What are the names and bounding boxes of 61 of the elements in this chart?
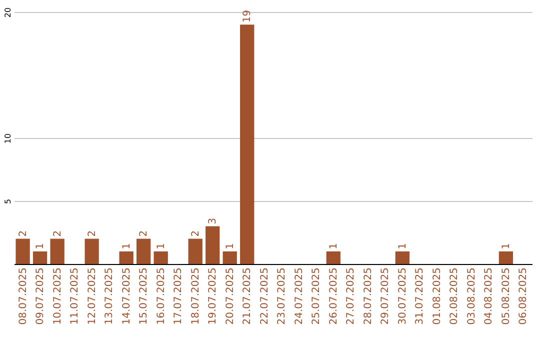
x-tick-label: 15.07.2025: [138, 268, 150, 325]
data-label: 2: [86, 230, 98, 237]
bar: [16, 238, 30, 264]
x-tick-label: 04.08.2025: [484, 268, 495, 325]
bar: [395, 251, 410, 264]
x-tick-label: 01.08.2025: [432, 268, 443, 325]
x-tick-label: 20.07.2025: [224, 268, 236, 325]
x-tick-label: 10.07.2025: [52, 268, 64, 325]
x-tick-label: 27.07.2025: [346, 268, 357, 325]
bar: [136, 238, 151, 264]
bar: [119, 251, 134, 264]
data-label: 2: [190, 230, 202, 237]
data-label: 2: [18, 230, 29, 237]
y-tick-label: 20: [4, 7, 12, 18]
y-tick-label: 10: [4, 133, 12, 144]
x-tick-label: 28.07.2025: [362, 268, 374, 325]
bar: [188, 238, 202, 264]
x-tick-label: 21.07.2025: [242, 268, 254, 325]
bar: [32, 251, 48, 264]
bar: [240, 24, 254, 264]
bar: [498, 251, 514, 264]
data-label: 1: [35, 243, 46, 250]
data-label: 1: [224, 243, 236, 250]
y-tick-label: 5: [4, 198, 12, 204]
x-tick-label: 02.08.2025: [449, 268, 460, 325]
x-tick-label: 17.07.2025: [173, 268, 184, 325]
x-tick-label: 13.07.2025: [104, 268, 116, 325]
x-tick-label: 31.07.2025: [414, 268, 426, 325]
x-tick-label: 06.08.2025: [518, 268, 530, 325]
x-tick-label: 26.07.2025: [328, 268, 340, 325]
x-tick-label: 11.07.2025: [70, 268, 81, 325]
x-tick-label: 14.07.2025: [121, 268, 132, 325]
x-tick-label: 30.07.2025: [397, 268, 408, 325]
x-tick-label: 29.07.2025: [380, 268, 392, 325]
x-tick-label: 03.08.2025: [466, 268, 478, 325]
bar: [154, 251, 168, 264]
x-tick-label: 08.07.2025: [18, 268, 29, 325]
x-tick-label: 18.07.2025: [190, 268, 202, 325]
data-label: 1: [121, 243, 132, 250]
x-tick-label: 23.07.2025: [276, 268, 288, 325]
data-label: 1: [500, 243, 512, 250]
data-label: 1: [397, 243, 408, 250]
x-tick-label: 12.07.2025: [86, 268, 98, 325]
bar: [206, 226, 220, 264]
x-tick-label: 22.07.2025: [259, 268, 270, 325]
data-label: 19: [242, 10, 254, 23]
data-label: 2: [138, 230, 150, 237]
bar: [50, 238, 64, 264]
data-label: 1: [328, 243, 340, 250]
data-label: 2: [52, 230, 64, 237]
bar: [326, 251, 340, 264]
x-tick-label: 16.07.2025: [156, 268, 167, 325]
x-tick-label: 19.07.2025: [208, 268, 219, 325]
data-label: 1: [156, 243, 167, 250]
bar: [222, 251, 237, 264]
bar: [84, 238, 99, 264]
x-tick-label: 25.07.2025: [311, 268, 322, 325]
data-label: 3: [208, 218, 219, 224]
x-tick-label: 05.08.2025: [500, 268, 512, 325]
x-tick-label: 24.07.2025: [294, 268, 305, 325]
x-tick-label: 09.07.2025: [35, 268, 46, 325]
